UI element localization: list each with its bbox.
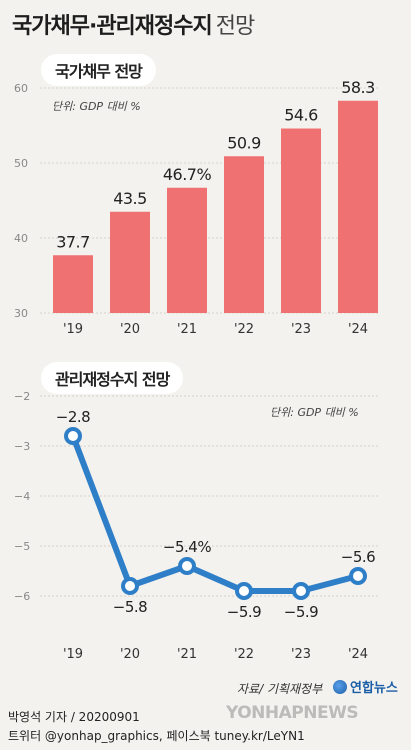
debt-x-tick-label: '20 bbox=[120, 322, 140, 337]
debt-bar bbox=[338, 100, 378, 313]
yonhap-logo: 연합뉴스 bbox=[333, 677, 398, 696]
social-line: 트위터 @yonhap_graphics, 페이스북 tuney.kr/LeYN… bbox=[8, 729, 305, 743]
balance-point bbox=[178, 557, 196, 575]
debt-value-label: 58.3 bbox=[341, 78, 375, 97]
debt-value-label: 54.6 bbox=[284, 106, 318, 125]
debt-bar bbox=[53, 255, 93, 313]
balance-value-label: −5.9 bbox=[227, 603, 261, 621]
balance-point bbox=[121, 577, 139, 595]
balance-y-tick-label: −2 bbox=[14, 390, 30, 403]
yonhap-logo-icon bbox=[333, 679, 347, 694]
page-title: 국가채무·관리재정수지 전망 bbox=[12, 8, 255, 40]
balance-value-label: −5.9 bbox=[284, 603, 318, 621]
balance-x-tick-label: '19 bbox=[63, 647, 83, 662]
yonhap-logo-text: 연합뉴스 bbox=[350, 681, 398, 696]
debt-chart-title: 국가채무 전망 bbox=[41, 54, 156, 86]
debt-x-tick-label: '23 bbox=[291, 322, 311, 337]
debt-y-tick-label: 30 bbox=[14, 307, 28, 320]
balance-value-label: −5.6 bbox=[341, 548, 375, 566]
balance-series-line bbox=[70, 434, 359, 594]
balance-value-label: −5.8 bbox=[113, 598, 147, 616]
debt-value-label: 50.9 bbox=[227, 133, 261, 152]
debt-bar bbox=[224, 156, 264, 313]
debt-x-tick-label: '22 bbox=[234, 322, 254, 337]
credit-line: 박영석 기자 / 20200901 bbox=[8, 710, 140, 724]
balance-point bbox=[292, 582, 310, 600]
debt-y-tick-label: 50 bbox=[14, 157, 28, 170]
debt-bar bbox=[167, 187, 207, 313]
balance-unit-label: 단위: GDP 대비 % bbox=[270, 406, 359, 419]
title-main: 국가채무·관리재정수지 bbox=[12, 14, 213, 39]
debt-x-tick-label: '21 bbox=[177, 322, 197, 337]
balance-value-label: −2.8 bbox=[56, 408, 90, 426]
balance-chart-title: 관리재정수지 전망 bbox=[41, 362, 184, 394]
balance-y-tick-label: −4 bbox=[14, 490, 30, 503]
balance-x-tick-label: '20 bbox=[120, 647, 140, 662]
balance-x-tick-label: '22 bbox=[234, 647, 254, 662]
balance-point bbox=[349, 567, 367, 585]
title-sub: 전망 bbox=[215, 14, 255, 39]
debt-bar bbox=[281, 128, 321, 313]
balance-point bbox=[64, 427, 82, 445]
balance-x-tick-label: '23 bbox=[291, 647, 311, 662]
debt-value-label: 46.7% bbox=[163, 165, 212, 184]
debt-value-label: 43.5 bbox=[113, 189, 147, 208]
balance-y-tick-label: −3 bbox=[14, 440, 30, 453]
balance-y-tick-label: −5 bbox=[14, 540, 30, 553]
balance-y-tick-label: −6 bbox=[14, 590, 30, 603]
debt-x-tick-label: '19 bbox=[63, 322, 83, 337]
balance-x-tick-label: '21 bbox=[177, 647, 197, 662]
source-note: 자료/ 기획재정부 bbox=[237, 682, 323, 696]
debt-y-tick-label: 40 bbox=[14, 232, 28, 245]
debt-unit-label: 단위: GDP 대비 % bbox=[52, 100, 141, 113]
debt-x-tick-label: '24 bbox=[348, 322, 368, 337]
debt-bar bbox=[110, 211, 150, 313]
balance-value-label: −5.4% bbox=[163, 538, 211, 556]
debt-y-tick-label: 60 bbox=[14, 82, 28, 95]
balance-x-tick-label: '24 bbox=[348, 647, 368, 662]
balance-point bbox=[235, 582, 253, 600]
watermark: YONHAPNEWS bbox=[226, 703, 359, 723]
debt-value-label: 37.7 bbox=[56, 232, 90, 251]
